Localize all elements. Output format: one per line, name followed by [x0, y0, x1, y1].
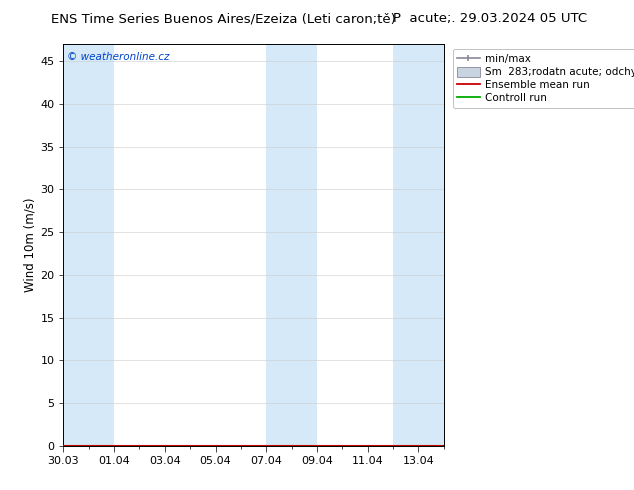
Text: P  acute;. 29.03.2024 05 UTC: P acute;. 29.03.2024 05 UTC — [393, 12, 587, 25]
Text: © weatheronline.cz: © weatheronline.cz — [67, 52, 170, 62]
Bar — [393, 44, 444, 446]
Text: ENS Time Series Buenos Aires/Ezeiza (Leti caron;tě): ENS Time Series Buenos Aires/Ezeiza (Let… — [51, 12, 396, 25]
Y-axis label: Wind 10m (m/s): Wind 10m (m/s) — [23, 198, 36, 292]
Legend: min/max, Sm  283;rodatn acute; odchylka, Ensemble mean run, Controll run: min/max, Sm 283;rodatn acute; odchylka, … — [453, 49, 634, 108]
Bar — [266, 44, 317, 446]
Bar — [63, 44, 114, 446]
